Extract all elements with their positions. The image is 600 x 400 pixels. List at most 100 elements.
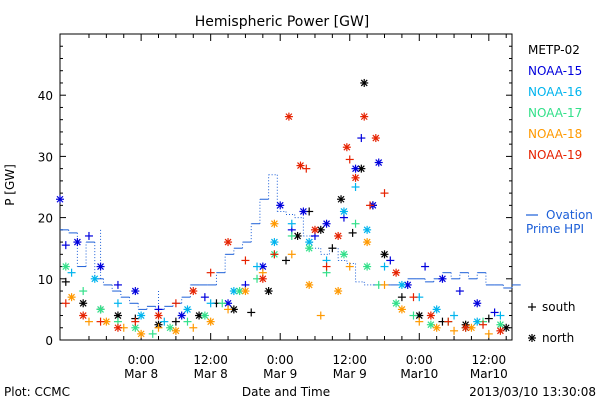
point-metp-02-south bbox=[171, 317, 180, 326]
point-noaa-16-south bbox=[253, 262, 262, 271]
point-noaa-18-north bbox=[397, 305, 406, 314]
star-d2 bbox=[178, 312, 186, 319]
chart-title: Hemispheric Power [GW] bbox=[195, 14, 370, 30]
point-metp-02-south bbox=[348, 228, 357, 237]
point-noaa-17-south bbox=[148, 329, 157, 338]
point-noaa-19-south bbox=[302, 164, 311, 173]
point-noaa-19-north bbox=[310, 225, 319, 234]
legend-entry: NOAA-17 bbox=[528, 106, 582, 120]
point-metp-02-south bbox=[247, 308, 256, 317]
star-d2 bbox=[137, 330, 145, 338]
point-noaa-15-south bbox=[455, 287, 464, 296]
star-d2 bbox=[242, 287, 249, 295]
point-noaa-17-north bbox=[305, 244, 314, 253]
star-d2 bbox=[360, 113, 368, 121]
point-noaa-19-north bbox=[154, 311, 163, 320]
point-noaa-19-south bbox=[322, 262, 331, 271]
point-noaa-17-north bbox=[61, 262, 70, 271]
star-d2 bbox=[415, 312, 423, 319]
point-noaa-18-north bbox=[363, 238, 372, 247]
point-noaa-16-south bbox=[496, 311, 505, 320]
point-noaa-19-north bbox=[334, 231, 343, 240]
star-d2 bbox=[311, 226, 319, 234]
point-noaa-19-south bbox=[380, 189, 389, 198]
point-noaa-19-north bbox=[392, 268, 401, 277]
point-noaa-18-south bbox=[287, 250, 296, 259]
point-noaa-18-south bbox=[484, 329, 493, 338]
point-noaa-16-north bbox=[270, 238, 279, 247]
star-d2 bbox=[433, 324, 441, 332]
point-noaa-15-south bbox=[113, 280, 122, 289]
point-metp-02-south bbox=[328, 244, 337, 253]
star-d2 bbox=[433, 305, 441, 313]
y-tick-label: 0 bbox=[45, 334, 53, 348]
legend-north-marker bbox=[528, 334, 536, 342]
star-d2 bbox=[97, 263, 104, 270]
point-noaa-16-north bbox=[339, 207, 348, 216]
point-metp-02-south bbox=[484, 314, 493, 323]
point-noaa-19-south bbox=[61, 299, 70, 308]
point-metp-02-north bbox=[502, 323, 511, 332]
legend-north-label: north bbox=[542, 331, 574, 345]
star-d2 bbox=[97, 305, 104, 313]
star-d2 bbox=[166, 324, 174, 332]
point-noaa-19-north bbox=[496, 326, 505, 335]
star-d2 bbox=[276, 201, 284, 209]
star-d2 bbox=[317, 226, 325, 234]
point-noaa-17-south bbox=[351, 219, 360, 228]
point-noaa-18-south bbox=[345, 262, 354, 271]
point-noaa-18-south bbox=[450, 326, 459, 335]
point-noaa-15-south bbox=[490, 308, 499, 317]
y-tick-label: 30 bbox=[38, 150, 53, 164]
star-d2 bbox=[184, 305, 191, 313]
point-noaa-18-north bbox=[206, 317, 215, 326]
star-d2 bbox=[398, 305, 406, 313]
point-noaa-18-north bbox=[171, 326, 180, 335]
point-noaa-15-north bbox=[473, 299, 482, 308]
point-metp-02-north bbox=[337, 195, 346, 204]
star-d2 bbox=[172, 327, 180, 335]
point-noaa-17-south bbox=[79, 287, 88, 296]
star-d2 bbox=[357, 165, 365, 173]
x-axis-label: Date and Time bbox=[242, 385, 330, 399]
star-d2 bbox=[392, 299, 400, 307]
point-noaa-17-north bbox=[339, 250, 348, 259]
point-noaa-18-south bbox=[316, 311, 325, 320]
point-metp-02-north bbox=[380, 250, 389, 259]
point-noaa-16-north bbox=[137, 311, 146, 320]
point-noaa-15-south bbox=[61, 241, 70, 250]
star-d2 bbox=[360, 79, 368, 87]
point-noaa-18-south bbox=[380, 280, 389, 289]
star-d2 bbox=[79, 299, 87, 307]
point-noaa-18-south bbox=[154, 323, 163, 332]
star-d2 bbox=[297, 162, 304, 170]
star-d2 bbox=[131, 324, 139, 332]
point-noaa-17-south bbox=[287, 231, 296, 240]
point-metp-02-south bbox=[61, 277, 70, 286]
point-noaa-15-north bbox=[351, 164, 360, 173]
star-d2 bbox=[270, 238, 278, 246]
star-d2 bbox=[334, 287, 342, 295]
point-noaa-19-north bbox=[426, 311, 435, 320]
point-noaa-19-north bbox=[189, 287, 198, 296]
point-noaa-17-north bbox=[426, 320, 435, 329]
star-d2 bbox=[352, 165, 359, 173]
x-tick-date: Mar 9 bbox=[263, 367, 297, 381]
star-d2 bbox=[305, 244, 313, 252]
star-d2 bbox=[334, 232, 342, 240]
star-d2 bbox=[363, 226, 371, 234]
point-noaa-16-north bbox=[397, 280, 406, 289]
star-d2 bbox=[363, 238, 371, 246]
ovation-line bbox=[60, 174, 521, 310]
point-noaa-16-north bbox=[183, 305, 192, 314]
point-noaa-19-north bbox=[461, 323, 470, 332]
star-d2 bbox=[189, 287, 197, 295]
plot-timestamp: 2013/03/10 13:30:08 bbox=[469, 385, 596, 399]
star-d2 bbox=[372, 134, 380, 142]
star-d2 bbox=[114, 324, 122, 332]
star-d2 bbox=[375, 159, 383, 166]
point-noaa-18-south bbox=[84, 317, 93, 326]
legend-entry: NOAA-19 bbox=[528, 148, 582, 162]
star-d2 bbox=[201, 312, 209, 319]
